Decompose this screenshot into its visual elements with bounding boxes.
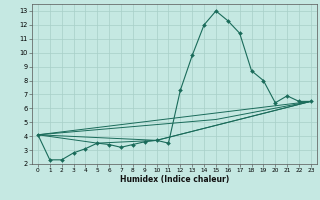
X-axis label: Humidex (Indice chaleur): Humidex (Indice chaleur) bbox=[120, 175, 229, 184]
